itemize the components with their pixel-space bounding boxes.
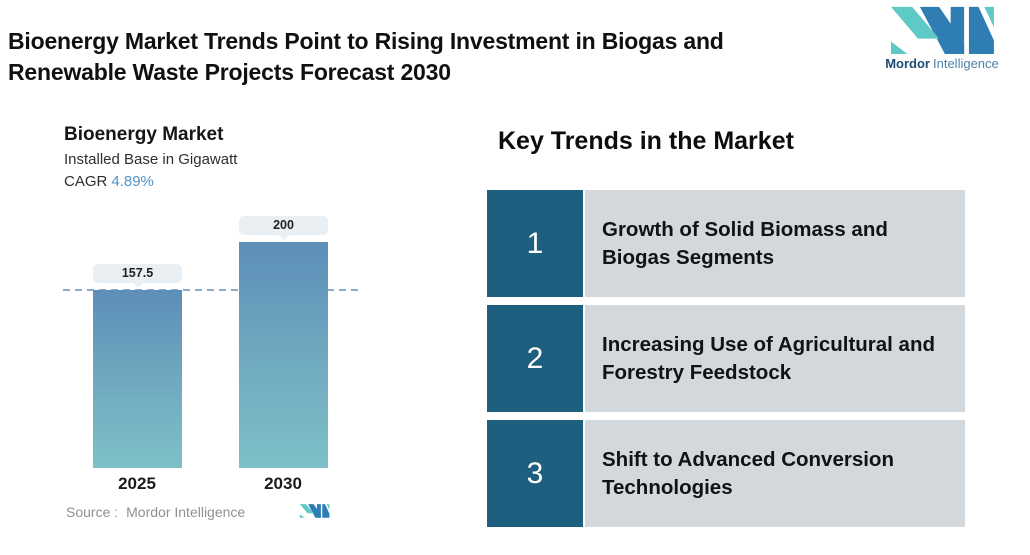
bar-2025-fill bbox=[93, 290, 182, 468]
x-axis-label-2030: 2030 bbox=[264, 474, 302, 493]
brand-logo: Mordor Intelligence bbox=[884, 4, 1000, 71]
trend-2-text: Increasing Use of Agricultural and Fores… bbox=[585, 305, 965, 412]
trend-row-2: 2 Increasing Use of Agricultural and For… bbox=[487, 305, 965, 412]
reference-dashed-line bbox=[63, 289, 360, 291]
bar-2025: 157.5 bbox=[93, 264, 182, 468]
cagr-value: 4.89% bbox=[111, 173, 154, 190]
brand-name-bold: Mordor bbox=[885, 56, 930, 71]
page-title: Bioenergy Market Trends Point to Rising … bbox=[8, 26, 724, 88]
mini-brand-logo-icon bbox=[299, 503, 330, 523]
page-title-line-2: Renewable Waste Projects Forecast 2030 bbox=[8, 59, 451, 85]
bar-2030-fill bbox=[239, 242, 328, 468]
source-label: Source : bbox=[66, 504, 119, 520]
brand-name-light: Intelligence bbox=[933, 56, 999, 71]
chart-title: Bioenergy Market bbox=[64, 124, 224, 145]
trend-3-number-badge: 3 bbox=[487, 420, 583, 527]
cagr-label: CAGR bbox=[64, 173, 108, 190]
bar-2030-value-label: 200 bbox=[239, 216, 328, 235]
chart-subtitle: Installed Base in Gigawatt bbox=[64, 151, 238, 168]
chart-cagr: CAGR 4.89% bbox=[64, 173, 154, 190]
trend-1-number-badge: 1 bbox=[487, 190, 583, 297]
bar-2025-value-label: 157.5 bbox=[93, 264, 182, 283]
trend-2-number-badge: 2 bbox=[487, 305, 583, 412]
source-value: Mordor Intelligence bbox=[126, 504, 246, 520]
mordor-intelligence-mark-icon bbox=[299, 504, 330, 518]
x-axis-label-2025: 2025 bbox=[118, 474, 156, 493]
trends-list: 1 Growth of Solid Biomass and Biogas Seg… bbox=[487, 190, 965, 527]
trend-row-3: 3 Shift to Advanced Conversion Technolog… bbox=[487, 420, 965, 527]
trends-heading: Key Trends in the Market bbox=[498, 127, 794, 155]
bar-2030: 200 bbox=[239, 216, 328, 468]
brand-name: Mordor Intelligence bbox=[884, 56, 1000, 71]
trend-1-text: Growth of Solid Biomass and Biogas Segme… bbox=[585, 190, 965, 297]
page-title-line-1: Bioenergy Market Trends Point to Rising … bbox=[8, 28, 724, 54]
trend-3-text: Shift to Advanced Conversion Technologie… bbox=[585, 420, 965, 527]
trend-row-1: 1 Growth of Solid Biomass and Biogas Seg… bbox=[487, 190, 965, 297]
mordor-intelligence-logo-icon bbox=[891, 6, 994, 54]
source-attribution: Source : Mordor Intelligence bbox=[66, 504, 245, 520]
